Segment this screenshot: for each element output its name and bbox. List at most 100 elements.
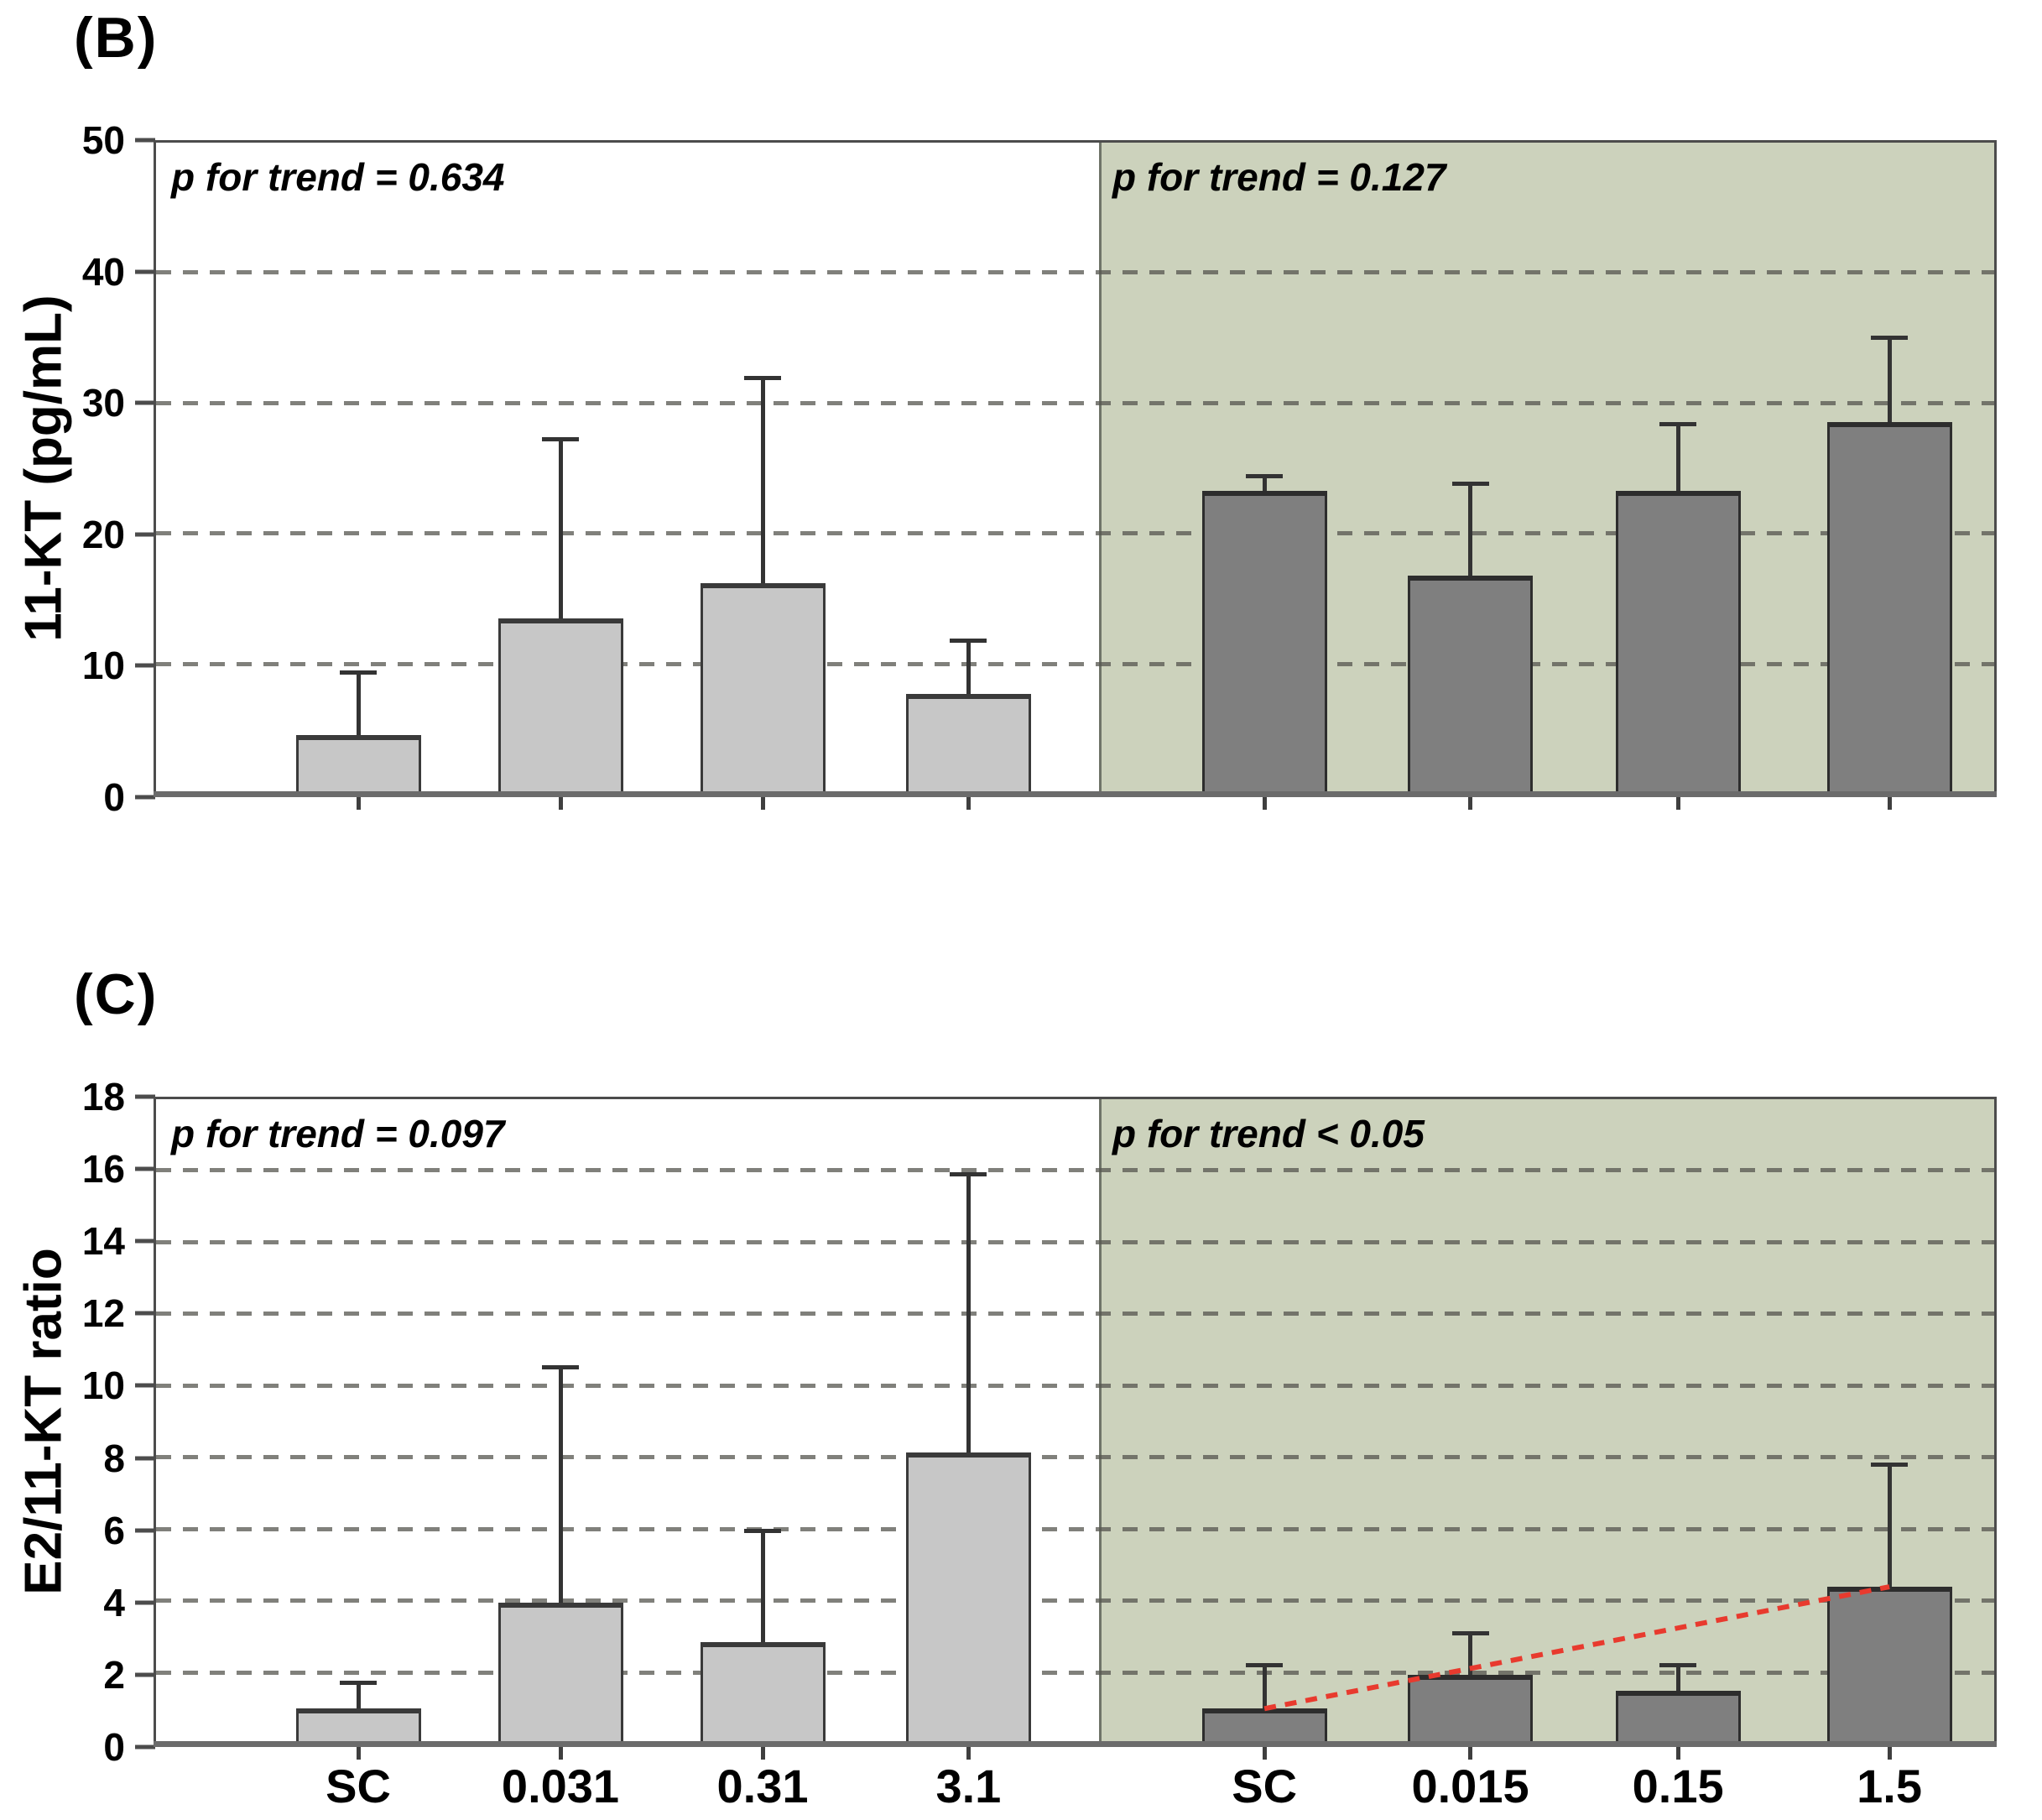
x-tick-mark [356,795,361,810]
x-tick-mark [966,1744,971,1760]
y-tick-mark [135,1383,155,1388]
x-tick-label: 0.031 [501,1760,620,1812]
y-tick-label: 10 [81,644,125,688]
x-tick-mark [1468,795,1473,810]
x-tick-mark [356,1744,361,1760]
gridline-2 [156,1670,1994,1675]
p-for-trend-annotation: p for trend = 0.097 [171,1112,505,1155]
y-tick-mark [135,1528,155,1533]
y-tick-label: 10 [81,1364,125,1408]
x-tick-mark [1675,795,1680,810]
bar-right-green-0.15 [1615,490,1741,795]
y-tick-mark [135,400,155,405]
x-tick-label: 3.1 [935,1760,1002,1812]
bar-left-white-3.1 [905,694,1031,795]
y-tick-label: 18 [81,1075,125,1119]
y-tick-mark [135,1456,155,1461]
y-tick-mark [135,532,155,537]
y-tick-mark [135,795,155,800]
x-tick-label: SC [1232,1760,1298,1812]
error-bar-cap [1246,1663,1284,1668]
y-tick-label: 2 [103,1652,125,1697]
plot-area-c: p for trend = 0.097 p for trend < 0.05 S… [154,1097,1997,1810]
x-tick-mark [1887,1744,1892,1760]
error-bar-stem [1675,424,1680,491]
error-bar-stem [1468,1633,1473,1675]
panel-label-b: (B) [74,6,159,70]
gridline-4 [156,1598,1994,1604]
y-tick-mark [135,663,155,668]
error-bar-cap [950,638,987,643]
bar-right-green-0.15 [1615,1690,1741,1744]
error-bar-stem [1887,1464,1892,1588]
y-axis-b: 0 10 20 30 40 50 [0,121,155,816]
error-bar-stem [1262,476,1267,491]
gridline-10 [156,1383,1994,1388]
gridline-16 [156,1168,1994,1173]
y-tick-label: 16 [81,1147,125,1192]
y-tick-mark [135,269,155,274]
y-tick-mark [135,1094,155,1099]
x-tick-mark [966,795,971,810]
error-bar-cap [950,1171,987,1176]
y-tick-mark [135,1311,155,1316]
bar-left-white-SC [295,734,421,795]
error-bar-cap [542,1365,580,1370]
p-for-trend-annotation: p for trend = 0.634 [171,155,505,199]
y-tick-label: 50 [81,118,125,162]
x-tick-mark [1468,1744,1473,1760]
gridline-12 [156,1312,1994,1317]
x-tick-label: 0.31 [716,1760,809,1812]
error-bar-cap [1451,1630,1489,1635]
x-tick-mark [1262,795,1267,810]
gridline-8 [156,1455,1994,1460]
error-bar-stem [356,1683,361,1709]
p-for-trend-annotation: p for trend < 0.05 [1112,1112,1425,1155]
error-bar-cap [1871,1462,1909,1467]
x-tick-mark [1887,795,1892,810]
error-bar-cap [1451,482,1489,487]
y-axis-c: 0 2 4 6 8 10 12 14 16 18 [0,1077,155,1766]
gridline-40 [156,270,1994,275]
p-for-trend-annotation: p for trend = 0.127 [1112,155,1446,199]
gridline-30 [156,400,1994,405]
x-tick-label: 0.15 [1632,1760,1724,1812]
y-tick-label: 14 [81,1219,125,1264]
error-bar-stem [1262,1666,1267,1709]
bar-left-white-0.031 [497,1603,623,1744]
x-axis-line [154,791,1997,797]
y-tick-label: 6 [103,1508,125,1552]
panel-label-c: (C) [74,962,159,1026]
bar-right-green-1.5 [1826,1587,1952,1744]
y-tick-mark [135,138,155,143]
x-tick-mark [1262,1744,1267,1760]
bar-right-green-0.015 [1408,575,1534,795]
x-tick-mark [760,1744,765,1760]
gridline-6 [156,1526,1994,1531]
trend-line [1263,1584,1890,1712]
y-tick-label: 0 [103,1725,125,1769]
bar-left-white-0.31 [700,583,826,795]
gridline-10 [156,661,1994,666]
y-tick-label: 4 [103,1580,125,1624]
x-axis-line [154,1741,1997,1747]
y-tick-label: 20 [81,512,125,556]
error-bar-stem [1887,338,1892,422]
x-tick-mark [760,795,765,810]
y-tick-mark [135,1672,155,1677]
error-bar-stem [558,440,563,619]
error-bar-stem [356,673,361,735]
error-bar-stem [966,1174,971,1452]
bar-left-white-0.031 [497,618,623,795]
gridline-20 [156,531,1994,536]
error-bar-cap [744,376,782,381]
y-tick-mark [135,1744,155,1750]
error-bar-stem [760,378,765,584]
error-bar-stem [966,640,971,695]
y-tick-mark [135,1600,155,1605]
error-bar-cap [542,437,580,442]
x-tick-label: 1.5 [1857,1760,1923,1812]
error-bar-stem [558,1368,563,1604]
error-bar-cap [340,1681,377,1686]
